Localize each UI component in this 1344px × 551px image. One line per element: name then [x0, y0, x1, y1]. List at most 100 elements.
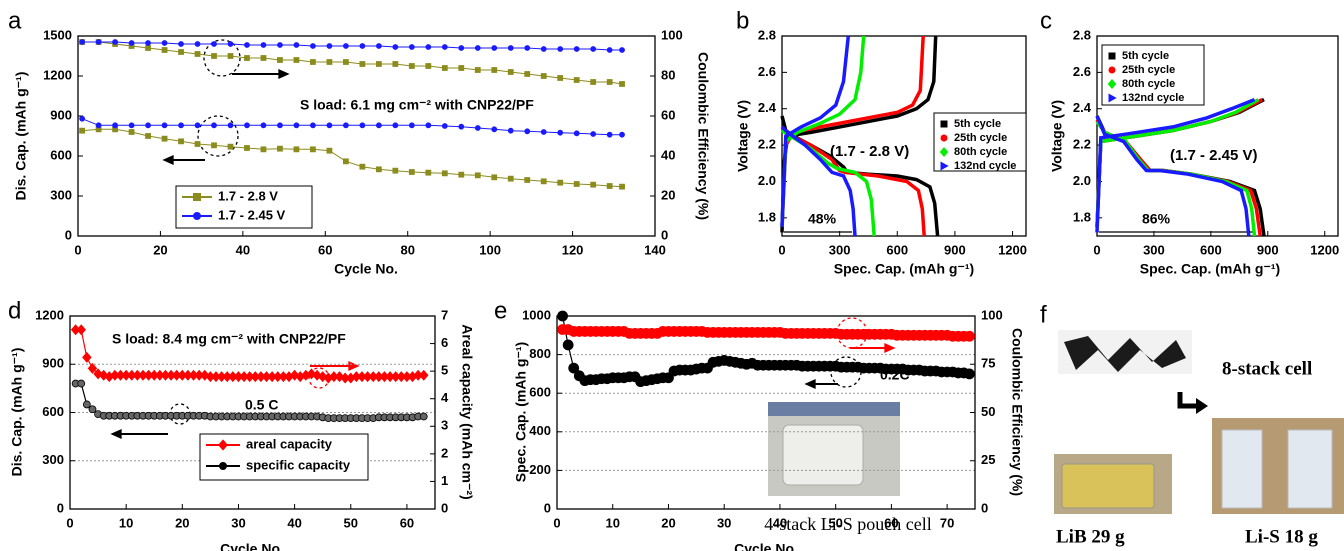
marker: [425, 44, 432, 50]
x-axis-title: Cycle No.: [334, 261, 398, 277]
marker: [211, 122, 217, 129]
marker: [507, 175, 514, 182]
marker: [425, 122, 432, 129]
marker: [359, 163, 366, 170]
legend-label: 25th cycle: [954, 132, 1007, 144]
marker: [458, 123, 465, 130]
marker: [392, 61, 399, 67]
y2-tick-label: 0: [981, 500, 988, 515]
y-axis-title: Spec. Cap. (mAh g⁻¹): [513, 342, 529, 482]
marker: [964, 368, 975, 380]
x-tick-label: 70: [940, 515, 954, 530]
marker: [293, 146, 300, 153]
panel-label: f: [1040, 301, 1047, 328]
x-tick-label: 60: [400, 515, 414, 530]
legend-box: [199, 433, 369, 481]
x-tick-label: 20: [175, 515, 189, 530]
legend-marker: [1107, 79, 1117, 89]
legend-label: 132nd cycle: [1122, 92, 1184, 104]
marker: [507, 69, 514, 75]
legend-label: 25th cycle: [1122, 64, 1175, 76]
arrow-head: [348, 360, 360, 372]
marker: [441, 123, 448, 129]
marker: [573, 77, 580, 83]
legend-marker: [193, 212, 201, 220]
marker: [573, 130, 580, 137]
y2-tick-label: 40: [661, 147, 675, 162]
annotation: (1.7 - 2.45 V): [1170, 147, 1258, 164]
marker: [112, 122, 118, 129]
x-tick-label: 20: [661, 515, 675, 530]
legend-marker: [1108, 52, 1116, 60]
annotation: 0.5 C: [245, 397, 278, 413]
marker: [98, 369, 109, 381]
x-tick-label: 0: [778, 242, 785, 257]
chart: a0 20 40 60 80 100 120 140030060090012001500020…: [8, 7, 711, 276]
marker: [194, 141, 201, 147]
y-tick-label: 2.0: [758, 173, 776, 188]
legend-marker: [1108, 93, 1117, 103]
marker: [557, 129, 564, 136]
y-tick-label: 2.0: [1073, 173, 1091, 188]
y-tick-label: 0: [544, 500, 551, 515]
marker: [79, 115, 86, 122]
y2-tick-label: 4: [441, 390, 449, 405]
marker: [260, 122, 267, 129]
marker: [128, 40, 135, 46]
annotation: S load: 6.1 mg cm⁻² with CNP22/PF: [300, 97, 534, 113]
x-tick-label: 600: [886, 242, 908, 257]
y-tick-label: 800: [529, 346, 551, 361]
marker: [557, 75, 564, 81]
marker: [375, 43, 382, 49]
legend-label: areal capacity: [246, 436, 333, 451]
y-axis-title: Dis. Cap. (mAh g⁻¹): [13, 72, 29, 201]
plot-frame: [77, 35, 656, 237]
marker: [619, 81, 625, 87]
y2-tick-label: 1: [441, 473, 448, 488]
arrow-head: [162, 154, 174, 166]
marker: [227, 122, 234, 129]
marker: [178, 41, 184, 47]
legend-label: 132nd cycle: [954, 160, 1016, 172]
marker: [606, 79, 613, 85]
x-tick-label: 20: [153, 242, 167, 257]
marker: [260, 55, 267, 61]
marker: [82, 400, 91, 409]
y2-tick-label: 100: [981, 307, 1003, 322]
y-tick-label: 1500: [43, 27, 72, 42]
marker: [310, 146, 316, 153]
marker: [474, 125, 481, 131]
marker: [244, 42, 250, 48]
marker: [244, 122, 250, 129]
marker: [562, 339, 574, 351]
x-tick-label: 60: [884, 515, 898, 530]
x-tick-label: 100: [479, 242, 501, 257]
marker: [491, 174, 498, 181]
marker: [540, 178, 547, 185]
marker: [606, 47, 613, 53]
legend-marker: [1108, 66, 1116, 74]
x-tick-label: 120: [562, 242, 584, 257]
marker: [606, 183, 613, 189]
y-tick-label: 2.8: [758, 27, 776, 42]
marker: [145, 40, 151, 46]
y2-tick-label: 0: [441, 500, 448, 515]
x-tick-label: 0: [66, 515, 73, 530]
marker: [359, 43, 366, 49]
legend-label: 80th cycle: [1122, 78, 1175, 90]
marker: [964, 330, 975, 342]
marker: [425, 169, 432, 176]
x-tick-label: 900: [1257, 242, 1279, 257]
marker: [458, 45, 465, 51]
panel-label: e: [494, 297, 507, 324]
photo-cell: [1061, 463, 1155, 509]
y2-tick-label: 0: [661, 227, 668, 242]
y2-tick-label: 5: [441, 363, 448, 378]
y2-tick-label: 2: [441, 445, 448, 460]
marker: [310, 122, 316, 129]
marker: [590, 79, 597, 85]
series-line: [82, 41, 622, 51]
legend-marker: [940, 120, 948, 128]
marker: [289, 369, 300, 381]
y2-tick-label: 80: [661, 67, 675, 82]
